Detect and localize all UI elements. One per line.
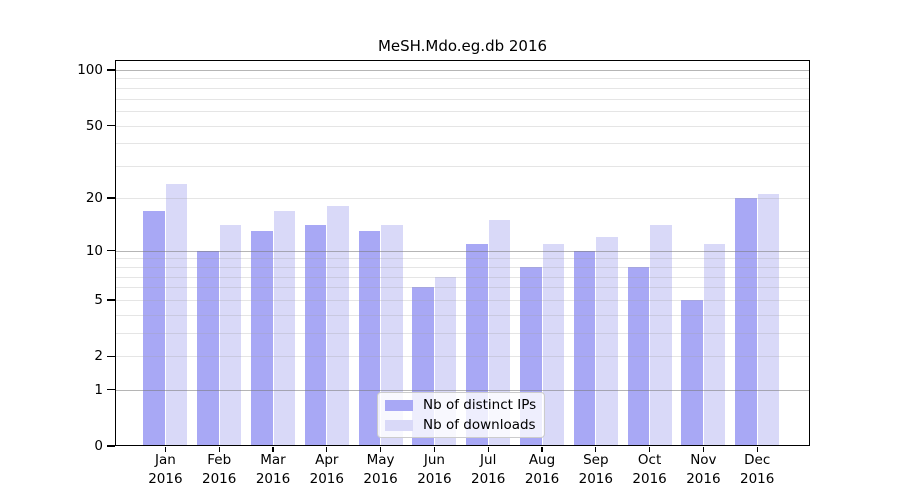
y-tick-label-50: 50 <box>85 117 103 134</box>
legend-row-ips: Nb of distinct IPs <box>385 397 544 413</box>
x-tick-label-jun: Jun 2016 <box>417 452 452 487</box>
gridline-60 <box>115 111 810 113</box>
bar-ips-dec <box>735 197 757 446</box>
gridline-5 <box>115 300 810 302</box>
gridline-30 <box>115 166 810 168</box>
x-tick-label-dec: Dec 2016 <box>740 452 775 487</box>
bar-ips-oct <box>627 266 650 446</box>
legend-swatch-downloads <box>385 419 413 431</box>
y-tick-label-0: 0 <box>94 438 103 454</box>
x-tick-apr <box>326 447 328 452</box>
y-tick-0 <box>107 445 115 447</box>
bar-ips-sep <box>573 250 596 446</box>
x-tick-label-apr: Apr 2016 <box>309 452 344 487</box>
legend-label-downloads: Nb of downloads <box>423 417 536 433</box>
gridline-50 <box>115 125 810 127</box>
bar-downloads-dec <box>757 194 780 446</box>
y-tick-1 <box>107 388 115 391</box>
bar-downloads-jan <box>165 183 188 446</box>
gridline-100 <box>115 70 810 71</box>
x-tick-oct <box>648 447 651 452</box>
legend-swatch-distinct-ips <box>385 399 413 411</box>
x-tick-label-nov: Nov 2016 <box>686 452 721 487</box>
x-tick-label-jul: Jul 2016 <box>471 452 506 487</box>
bar-downloads-apr <box>327 206 349 446</box>
bar-downloads-nov <box>703 243 726 446</box>
bar-ips-jan <box>143 210 165 446</box>
y-tick-100 <box>107 69 115 71</box>
bar-downloads-may <box>381 225 403 446</box>
x-tick-label-jan: Jan 2016 <box>148 452 183 487</box>
bar-ips-mar <box>251 230 273 446</box>
x-tick-label-aug: Aug 2016 <box>524 452 560 487</box>
y-tick-2 <box>107 355 115 358</box>
y-tick-label-5: 5 <box>94 292 103 309</box>
y-tick-10 <box>107 249 115 252</box>
x-tick-dec <box>756 447 758 452</box>
bar-downloads-aug <box>542 243 564 446</box>
y-tick-label-2: 2 <box>94 348 103 365</box>
x-tick-label-sep: Sep 2016 <box>578 452 613 487</box>
x-tick-label-may: May 2016 <box>363 452 398 487</box>
gridline-9 <box>115 258 810 260</box>
gridline-90 <box>115 78 810 80</box>
bar-downloads-sep <box>596 237 618 446</box>
chart-title: MeSH.Mdo.eg.db 2016 <box>377 37 548 55</box>
gridline-3 <box>115 333 810 335</box>
x-tick-label-mar: Mar 2016 <box>255 452 291 487</box>
gridline-6 <box>115 287 810 289</box>
x-tick-label-feb: Feb 2016 <box>202 452 237 487</box>
plot-area: Nb of distinct IPs Nb of downloads <box>115 59 810 447</box>
bar-ips-apr <box>304 225 327 446</box>
bar-downloads-feb <box>219 225 242 446</box>
x-tick-mar <box>272 447 274 452</box>
y-tick-label-10: 10 <box>85 242 103 259</box>
y-tick-20 <box>107 197 115 199</box>
gridline-10 <box>115 250 810 252</box>
x-tick-nov <box>702 447 705 452</box>
gridline-7 <box>115 276 810 278</box>
bar-ips-may <box>358 230 381 446</box>
bar-downloads-mar <box>273 210 295 446</box>
grid-layer <box>115 60 810 447</box>
x-tick-jun <box>433 447 436 452</box>
gridline-20 <box>115 197 810 199</box>
legend-row-downloads: Nb of downloads <box>385 417 544 433</box>
bar-ips-nov <box>681 300 703 446</box>
y-tick-50 <box>107 125 115 127</box>
x-tick-aug <box>541 447 543 452</box>
gridline-80 <box>115 87 810 89</box>
y-tick-label-100: 100 <box>77 62 103 78</box>
gridline-70 <box>115 98 810 100</box>
x-tick-may <box>379 447 382 452</box>
gridline-2 <box>115 356 810 358</box>
x-tick-sep <box>595 447 597 452</box>
x-tick-label-oct: Oct 2016 <box>632 452 667 487</box>
bar-ips-feb <box>197 250 219 446</box>
gridline-4 <box>115 314 810 316</box>
x-tick-feb <box>218 447 220 452</box>
bar-downloads-oct <box>650 225 672 446</box>
gridline-40 <box>115 143 810 145</box>
legend: Nb of distinct IPs Nb of downloads <box>377 392 545 438</box>
y-tick-5 <box>107 299 115 301</box>
x-tick-jul <box>487 447 489 452</box>
legend-label-distinct-ips: Nb of distinct IPs <box>423 397 537 413</box>
gridline-1 <box>115 389 810 391</box>
y-tick-label-1: 1 <box>94 381 103 398</box>
y-tick-label-20: 20 <box>85 189 103 206</box>
gridline-8 <box>115 266 810 268</box>
x-tick-jan <box>164 447 167 452</box>
